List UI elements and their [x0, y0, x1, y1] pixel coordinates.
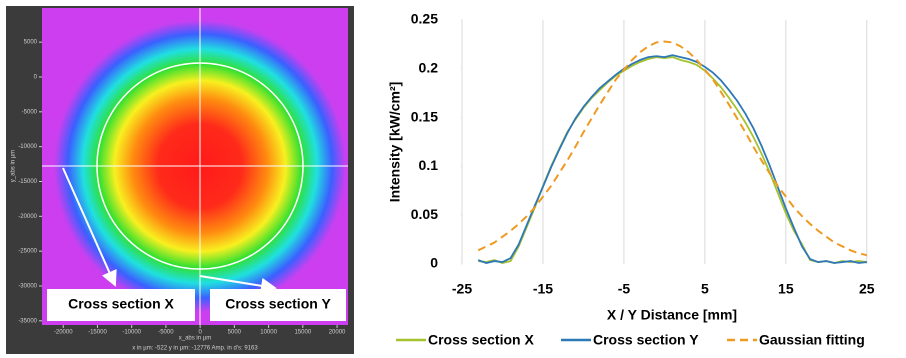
y-tick-label: 5000 — [24, 40, 38, 46]
beam-panel: Cross section X Cross section Y x_abs in… — [6, 6, 354, 354]
x-tick-label: -25 — [452, 281, 472, 297]
y-tick-label: 0.2 — [419, 60, 439, 76]
page: Cross section X Cross section Y x_abs in… — [0, 0, 906, 358]
x-tick-label: -5000 — [158, 330, 174, 336]
y-tick-label: -30000 — [18, 284, 37, 290]
x-tick-label: 5000 — [228, 330, 242, 336]
annotation: Cross section X — [68, 296, 174, 312]
y-tick-label: -25000 — [18, 249, 37, 255]
series-line — [478, 55, 867, 263]
y-tick-label: -35000 — [18, 318, 37, 324]
x-tick-label: 25 — [859, 281, 875, 297]
x-tick-label: -10000 — [122, 330, 141, 336]
series-line — [478, 57, 867, 263]
legend-label: Cross section Y — [593, 332, 699, 348]
y-tick-label: -5000 — [22, 109, 38, 115]
y-tick-label: 0.05 — [411, 206, 438, 222]
status-text: x in µm: -522 y in µm: -12776 Amp. in d'… — [132, 346, 258, 352]
y-axis-label: y_abs in µm — [11, 150, 17, 182]
legend-label: Cross section X — [428, 332, 534, 348]
y-tick-label: 0.25 — [411, 11, 438, 27]
x-axis-label: x_abs in µm — [179, 336, 211, 342]
y-tick-label: -10000 — [18, 144, 37, 150]
x-tick-label: 15000 — [294, 330, 311, 336]
y-tick-label: 0.15 — [411, 108, 438, 124]
x-tick-label: 15 — [778, 281, 794, 297]
y-tick-label: -20000 — [18, 214, 37, 220]
x-tick-label: 10000 — [260, 330, 277, 336]
x-tick-label: -5 — [618, 281, 631, 297]
x-tick-label: -15000 — [88, 330, 107, 336]
annotation: Cross section Y — [225, 296, 331, 312]
y-tick-label: -15000 — [18, 179, 37, 185]
y-axis-label: Intensity [kW/cm²] — [387, 82, 403, 203]
x-axis-label: X / Y Distance [mm] — [607, 307, 737, 323]
legend-label: Gaussian fitting — [759, 332, 865, 348]
series-line — [478, 41, 867, 255]
y-tick-label: 0.1 — [419, 157, 439, 173]
y-tick-label: 0 — [430, 255, 438, 271]
x-tick-label: -15 — [533, 281, 553, 297]
x-tick-label: 5 — [701, 281, 709, 297]
x-tick-label: 20000 — [329, 330, 346, 336]
x-tick-label: -20000 — [54, 330, 73, 336]
